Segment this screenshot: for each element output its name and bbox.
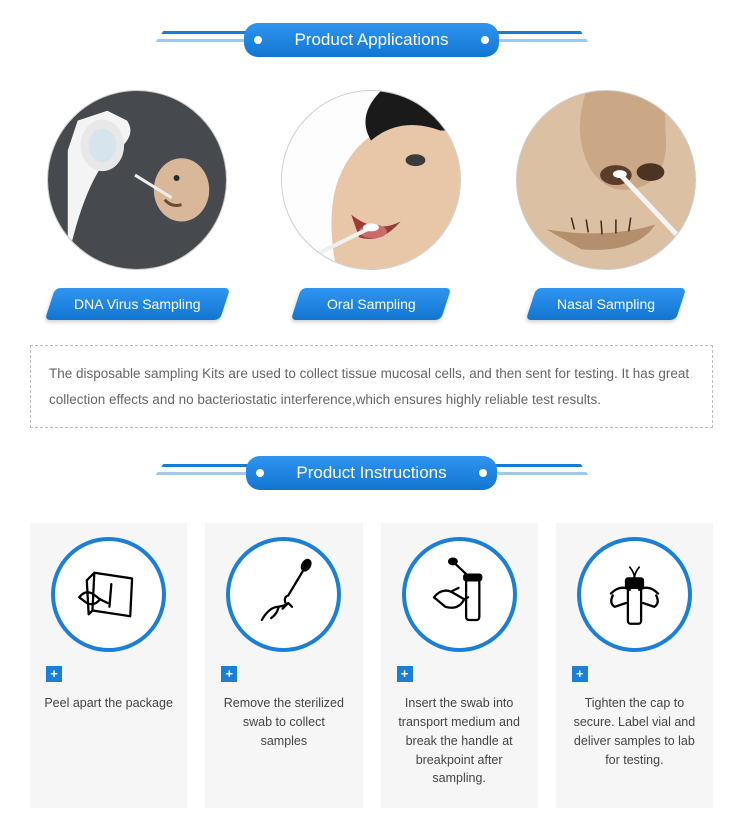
section-title: Product Instructions xyxy=(296,463,446,483)
application-label: Oral Sampling xyxy=(327,296,416,312)
application-item-oral: Oral Sampling xyxy=(271,90,471,320)
instruction-illustration-circle xyxy=(51,537,166,652)
dna-sampling-image xyxy=(48,91,226,269)
plus-badge-icon: + xyxy=(572,666,588,682)
section-title-banner: Product Applications xyxy=(244,23,498,57)
dot-decoration xyxy=(256,469,264,477)
instruction-step-2: + Remove the sterilized swab to collect … xyxy=(205,523,362,808)
section-title: Product Applications xyxy=(294,30,448,50)
peel-package-icon xyxy=(66,552,151,637)
dot-decoration xyxy=(254,36,262,44)
application-item-dna: DNA Virus Sampling xyxy=(37,90,237,320)
plus-badge-icon: + xyxy=(397,666,413,682)
wing-left-decoration xyxy=(153,468,250,478)
instructions-row: + Peel apart the package + Remove the st… xyxy=(0,523,743,828)
applications-description: The disposable sampling Kits are used to… xyxy=(49,366,689,407)
nasal-sampling-image xyxy=(517,91,695,269)
instruction-text: Insert the swab into transport medium an… xyxy=(391,694,528,788)
remove-swab-icon xyxy=(241,552,326,637)
insert-swab-icon xyxy=(417,552,502,637)
instruction-text: Tighten the cap to secure. Label vial an… xyxy=(566,694,703,769)
application-image-circle xyxy=(516,90,696,270)
instruction-illustration-circle xyxy=(577,537,692,652)
wing-right-decoration xyxy=(493,468,590,478)
application-label: DNA Virus Sampling xyxy=(74,296,201,312)
instruction-illustration-circle xyxy=(226,537,341,652)
instruction-step-1: + Peel apart the package xyxy=(30,523,187,808)
application-image-circle xyxy=(281,90,461,270)
application-label-pill: DNA Virus Sampling xyxy=(45,288,230,320)
wing-left-decoration xyxy=(153,35,250,45)
applications-row: DNA Virus Sampling Oral Sampling xyxy=(0,90,743,320)
instruction-text: Peel apart the package xyxy=(40,694,177,713)
application-label-pill: Oral Sampling xyxy=(291,288,451,320)
application-image-circle xyxy=(47,90,227,270)
application-label-pill: Nasal Sampling xyxy=(526,288,686,320)
dot-decoration xyxy=(479,469,487,477)
instruction-text: Remove the sterilized swab to collect sa… xyxy=(215,694,352,750)
applications-description-box: The disposable sampling Kits are used to… xyxy=(30,345,713,428)
tighten-cap-icon xyxy=(592,552,677,637)
oral-sampling-image xyxy=(282,91,460,269)
plus-badge-icon: + xyxy=(221,666,237,682)
instruction-step-3: + Insert the swab into transport medium … xyxy=(381,523,538,808)
instruction-step-4: + Tighten the cap to secure. Label vial … xyxy=(556,523,713,808)
application-item-nasal: Nasal Sampling xyxy=(506,90,706,320)
section-header-applications: Product Applications xyxy=(0,15,743,65)
wing-right-decoration xyxy=(493,35,590,45)
instruction-illustration-circle xyxy=(402,537,517,652)
application-label: Nasal Sampling xyxy=(557,296,655,312)
section-header-instructions: Product Instructions xyxy=(0,448,743,498)
plus-badge-icon: + xyxy=(46,666,62,682)
section-title-banner: Product Instructions xyxy=(246,456,496,490)
dot-decoration xyxy=(481,36,489,44)
